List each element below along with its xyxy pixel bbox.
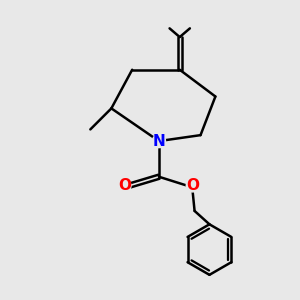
Circle shape [186,179,199,192]
Text: N: N [152,134,165,148]
Text: O: O [186,178,199,193]
Circle shape [118,179,131,192]
Circle shape [152,134,166,148]
Text: O: O [118,178,131,193]
